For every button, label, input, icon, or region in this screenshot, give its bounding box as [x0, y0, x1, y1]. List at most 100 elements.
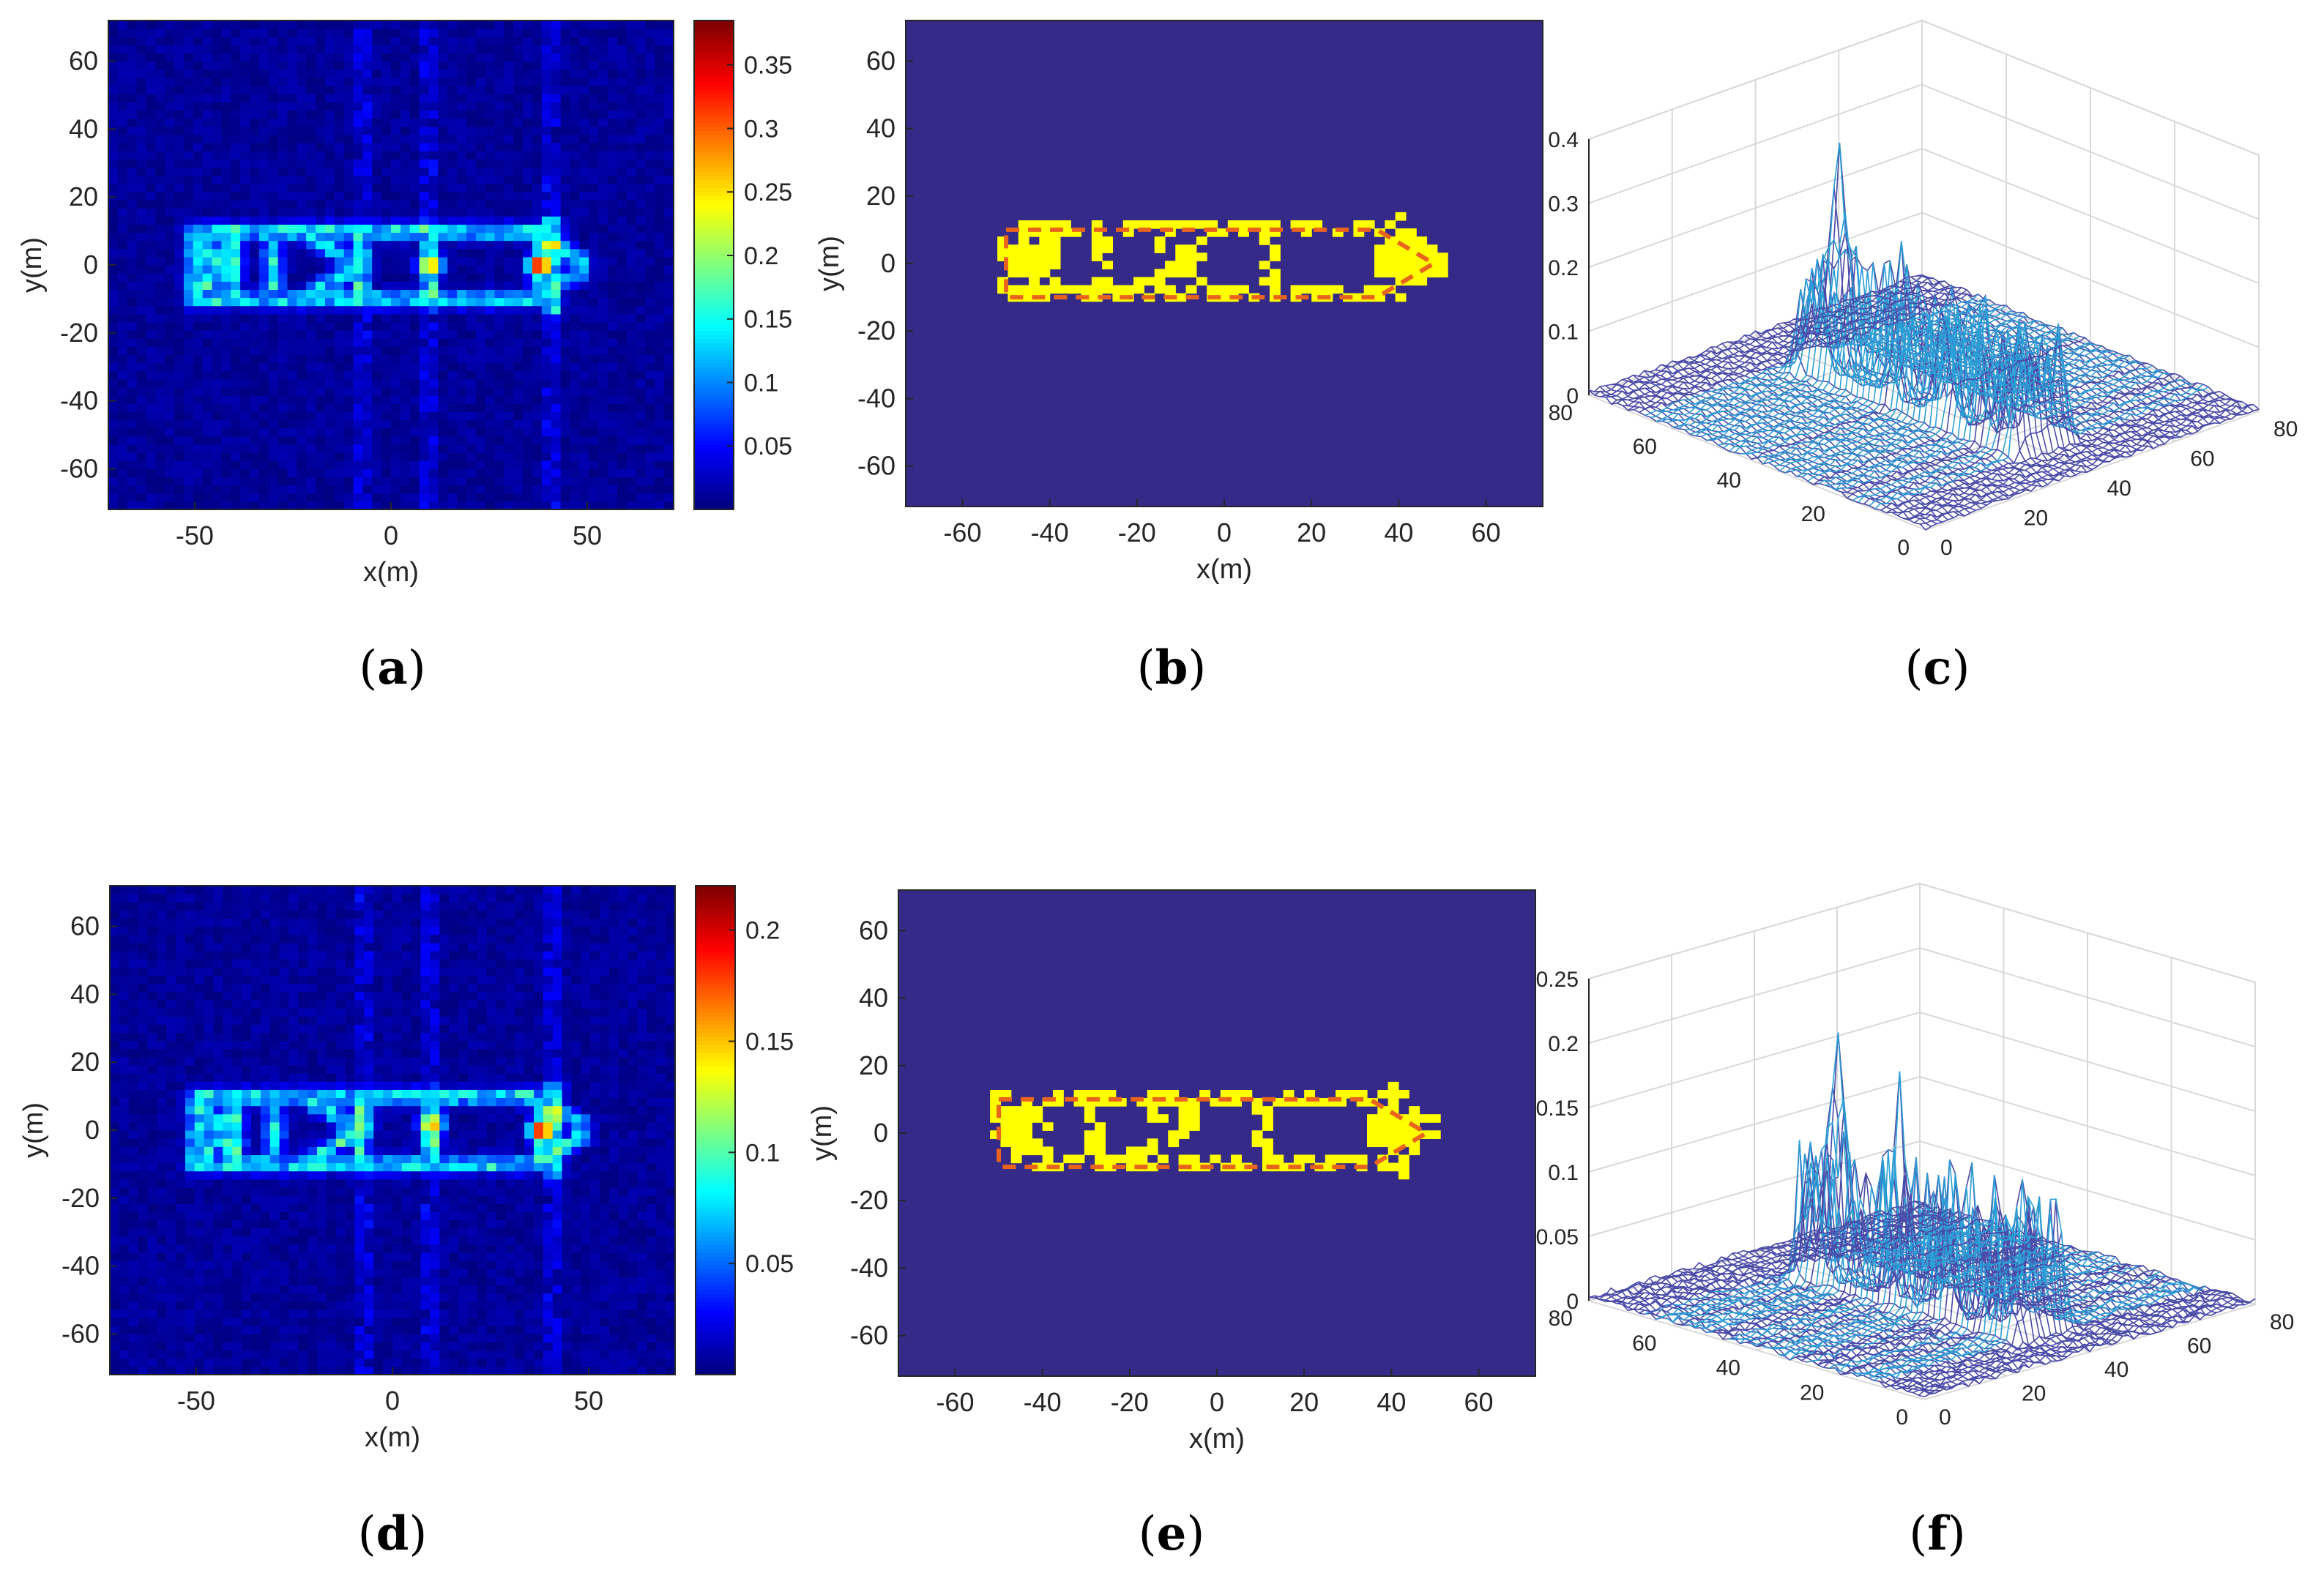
heatmap-cell — [127, 175, 138, 184]
heatmap-cell — [117, 20, 128, 29]
heatmap-cell — [297, 403, 307, 412]
target-pixel — [1091, 285, 1103, 294]
heatmap-cell — [138, 918, 149, 927]
heatmap-cell — [504, 281, 514, 290]
heatmap-cell — [240, 29, 250, 37]
heatmap-cell — [240, 240, 250, 250]
heatmap-cell — [428, 387, 439, 396]
heatmap-cell — [655, 444, 665, 453]
heatmap-cell — [176, 1105, 186, 1115]
heatmap-cell — [194, 1178, 205, 1188]
heatmap-cell — [664, 460, 674, 469]
heatmap-cell — [391, 159, 401, 168]
heatmap-cell — [523, 77, 533, 86]
target-pixel — [1196, 220, 1207, 229]
heatmap-cell — [362, 362, 373, 372]
heatmap-cell — [617, 53, 627, 62]
heatmap-cell — [136, 126, 147, 135]
x-tick-label: 20 — [2024, 507, 2048, 531]
heatmap-cell — [598, 53, 608, 62]
heatmap-cell — [232, 942, 242, 952]
heatmap-cell — [381, 224, 392, 233]
heatmap-cell — [157, 1048, 167, 1058]
heatmap-cell — [504, 20, 514, 29]
heatmap-cell — [117, 29, 128, 37]
heatmap-cell — [117, 313, 128, 323]
heatmap-cell — [183, 94, 194, 102]
heatmap-cell — [250, 485, 260, 494]
heatmap-cell — [223, 1081, 233, 1090]
heatmap-cell — [306, 248, 316, 258]
heatmap-cell — [183, 305, 194, 315]
colorbar-segment — [694, 350, 734, 356]
heatmap-cell — [202, 477, 213, 486]
heatmap-cell — [391, 378, 401, 388]
heatmap-cell — [185, 1293, 195, 1302]
heatmap-cell — [183, 110, 194, 119]
heatmap-cell — [400, 419, 411, 429]
colorbar-segment — [694, 53, 734, 58]
heatmap-cell — [232, 1121, 242, 1131]
heatmap-cell — [655, 216, 665, 225]
heatmap-cell — [136, 452, 147, 461]
heatmap-cell — [372, 216, 382, 225]
heatmap-cell — [166, 1178, 176, 1188]
heatmap-cell — [204, 918, 215, 927]
heatmap-cell — [362, 321, 373, 331]
heatmap-cell — [362, 191, 373, 201]
heatmap-cell — [570, 427, 580, 437]
heatmap-cell — [258, 460, 269, 469]
heatmap-cell — [250, 281, 260, 290]
heatmap-cell — [391, 216, 401, 225]
heatmap-cell — [278, 273, 288, 282]
heatmap-cell — [324, 501, 335, 510]
heatmap-cell — [324, 273, 335, 282]
heatmap-cell — [223, 1211, 233, 1221]
heatmap-cell — [212, 338, 222, 347]
heatmap-cell — [146, 240, 156, 250]
heatmap-cell — [183, 216, 194, 225]
heatmap-cell — [258, 248, 269, 258]
heatmap-cell — [250, 411, 260, 421]
heatmap-cell — [287, 199, 297, 209]
heatmap-cell — [570, 395, 580, 404]
heatmap-cell — [645, 37, 655, 45]
heatmap-cell — [551, 378, 562, 388]
heatmap-cell — [541, 37, 552, 45]
heatmap-cell — [475, 444, 486, 453]
heatmap-cell — [428, 338, 439, 347]
heatmap-cell — [306, 411, 316, 421]
heatmap-cell — [551, 305, 562, 315]
heatmap-cell — [523, 20, 533, 29]
heatmap-cell — [334, 134, 345, 143]
heatmap-cell — [306, 29, 316, 37]
mesh-line — [1600, 277, 1934, 397]
heatmap-cell — [155, 485, 165, 494]
heatmap-cell — [213, 1293, 223, 1302]
heatmap-cell — [447, 94, 458, 102]
heatmap-cell — [457, 305, 467, 315]
heatmap-cell — [438, 191, 448, 201]
heatmap-cell — [183, 20, 194, 29]
heatmap-cell — [119, 1334, 130, 1343]
heatmap-cell — [664, 321, 674, 331]
heatmap-cell — [193, 199, 204, 209]
heatmap-cell — [231, 436, 241, 445]
heatmap-cell — [523, 313, 533, 323]
heatmap-cell — [589, 370, 599, 380]
heatmap-cell — [541, 477, 552, 486]
heatmap-cell — [193, 452, 204, 461]
heatmap-cell — [138, 1138, 149, 1147]
heatmap-cell — [664, 232, 674, 242]
heatmap-cell — [110, 1081, 120, 1090]
heatmap-cell — [626, 281, 637, 290]
heatmap-cell — [117, 126, 128, 135]
heatmap-cell — [598, 313, 608, 323]
heatmap-cell — [147, 1187, 157, 1196]
heatmap-cell — [447, 53, 458, 62]
heatmap-cell — [250, 289, 260, 299]
mesh-line — [1841, 354, 2175, 493]
heatmap-cell — [240, 61, 250, 70]
heatmap-cell — [213, 1170, 223, 1180]
heatmap-cell — [428, 362, 439, 372]
